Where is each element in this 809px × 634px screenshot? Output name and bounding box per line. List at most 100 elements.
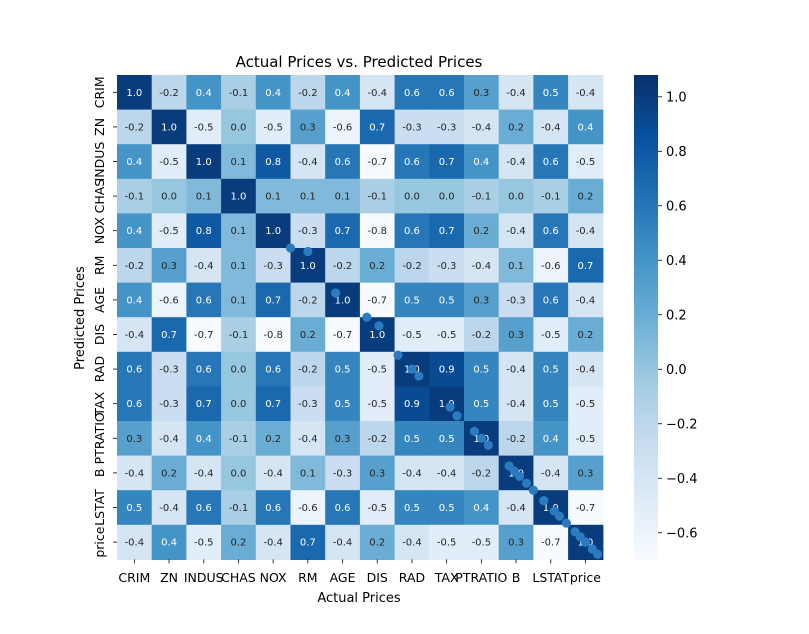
heatmap-cell: [429, 351, 465, 387]
heatmap-cell-label: 0.0: [230, 122, 246, 133]
heatmap-cell-label: -0.3: [263, 261, 283, 272]
heatmap-cell-label: 0.6: [404, 88, 420, 99]
y-tick-label: NOX: [92, 217, 107, 244]
scatter-point: [539, 495, 549, 506]
heatmap-cell-label: -0.3: [437, 122, 457, 133]
heatmap-cell-label: 0.1: [335, 192, 351, 203]
heatmap-cell-label: 0.6: [196, 503, 212, 514]
x-tick-label: price: [570, 570, 601, 585]
heatmap-cell-label: 0.6: [335, 503, 351, 514]
heatmap-cell: [498, 421, 534, 457]
heatmap-cell-label: 0.2: [473, 226, 489, 237]
heatmap-cell-label: 0.4: [126, 157, 142, 168]
heatmap-cell-label: -0.1: [472, 192, 492, 203]
heatmap-cell-label: -0.4: [298, 434, 318, 445]
heatmap-cell-label: -0.1: [229, 434, 249, 445]
heatmap-cell-label: 0.0: [439, 192, 455, 203]
heatmap-cell-label: 0.0: [230, 365, 246, 376]
heatmap-cell: [186, 109, 222, 145]
scatter-point: [452, 411, 462, 421]
heatmap-cell-label: -0.5: [576, 434, 596, 445]
heatmap-cell-label: -0.4: [125, 468, 145, 479]
heatmap-cell: [290, 386, 326, 422]
heatmap-cell: [221, 178, 257, 214]
heatmap-cell: [533, 351, 569, 387]
heatmap-cell: [290, 178, 326, 214]
scatter-point: [445, 402, 455, 412]
y-tick-label: price: [92, 526, 107, 557]
heatmap-cell-label: 0.0: [508, 192, 524, 203]
heatmap-cell: [464, 351, 500, 387]
heatmap-cell-label: 0.6: [265, 365, 281, 376]
x-tick-label: INDUS: [184, 570, 224, 585]
heatmap-cell: [498, 490, 534, 526]
heatmap-cell-label: 0.7: [369, 122, 385, 133]
heatmap-cell-label: 0.2: [577, 330, 593, 341]
heatmap-cell: [394, 144, 430, 180]
heatmap-cell-label: -0.1: [125, 192, 145, 203]
heatmap-cell: [568, 75, 604, 111]
heatmap-cell: [186, 524, 222, 560]
heatmap-cell-label: -0.4: [576, 295, 596, 306]
x-tick-label: CRIM: [118, 570, 150, 585]
heatmap-cell-label: -0.4: [541, 468, 561, 479]
y-tick-label: RM: [92, 256, 107, 275]
heatmap-cell-label: 0.6: [126, 365, 142, 376]
heatmap-cell: [151, 248, 187, 284]
heatmap-cell: [151, 490, 187, 526]
colorbar-tick-label: 0.0: [666, 363, 687, 378]
heatmap-cell: [568, 213, 604, 249]
heatmap-cell: [429, 178, 465, 214]
heatmap-cell-label: -0.5: [437, 330, 457, 341]
heatmap-cell-label: 0.3: [369, 468, 385, 479]
heatmap-cell: [186, 421, 222, 457]
scatter-point: [528, 485, 539, 495]
heatmap-cell-label: -0.1: [541, 192, 561, 203]
scatter-point: [580, 537, 591, 547]
heatmap-cell: [464, 178, 500, 214]
heatmap-cell-label: -0.5: [159, 226, 179, 237]
heatmap-cell: [221, 351, 257, 387]
heatmap-cell-label: 0.5: [439, 503, 455, 514]
heatmap-cell-label: 0.5: [126, 503, 142, 514]
heatmap-cell: [255, 282, 292, 318]
heatmap-cell: [498, 317, 534, 353]
heatmap-cell: [325, 213, 361, 249]
x-tick-label: RM: [298, 570, 317, 585]
heatmap-cell-label: -0.3: [298, 399, 318, 410]
heatmap-cell-label: 0.5: [473, 399, 489, 410]
heatmap-cell: [221, 109, 257, 145]
heatmap-cell: [429, 317, 465, 353]
heatmap-cell: [221, 248, 257, 284]
heatmap-cell-label: -0.3: [333, 468, 353, 479]
heatmap-cell: [498, 386, 534, 422]
heatmap-cell: [533, 421, 569, 457]
heatmap-cell-label: 0.3: [473, 295, 489, 306]
heatmap-cell-label: 0.8: [196, 226, 212, 237]
heatmap-cell: [255, 109, 292, 145]
heatmap-cell-label: 1.0: [196, 157, 212, 168]
colorbar-tick-label: 0.2: [666, 308, 687, 323]
heatmap-cell: [394, 421, 430, 457]
heatmap-cell-label: 0.1: [300, 468, 316, 479]
scatter-point: [593, 549, 603, 559]
heatmap-cell-label: -0.4: [437, 468, 457, 479]
heatmap-cell: [498, 178, 534, 214]
y-tick-label: TAX: [92, 391, 107, 416]
heatmap-cell-label: 0.2: [265, 434, 281, 445]
heatmap-cell: [464, 144, 500, 180]
heatmap-cell: [429, 248, 465, 284]
colorbar-tick-label: −0.6: [666, 526, 698, 541]
heatmap-cell-label: 0.6: [335, 157, 351, 168]
heatmap-cell-label: 1.0: [265, 226, 281, 237]
heatmap-cell: [498, 282, 534, 318]
heatmap-cell: [221, 75, 257, 111]
heatmap-cell-label: 0.4: [473, 157, 489, 168]
heatmap-cell-label: -0.7: [576, 503, 596, 514]
heatmap-cell-label: 0.0: [230, 468, 246, 479]
heatmap-cell-label: -0.2: [298, 88, 318, 99]
heatmap-cell: [464, 282, 500, 318]
heatmap-cell-label: 0.6: [126, 399, 142, 410]
heatmap-cell: [394, 386, 430, 422]
heatmap-cell: [290, 524, 326, 560]
